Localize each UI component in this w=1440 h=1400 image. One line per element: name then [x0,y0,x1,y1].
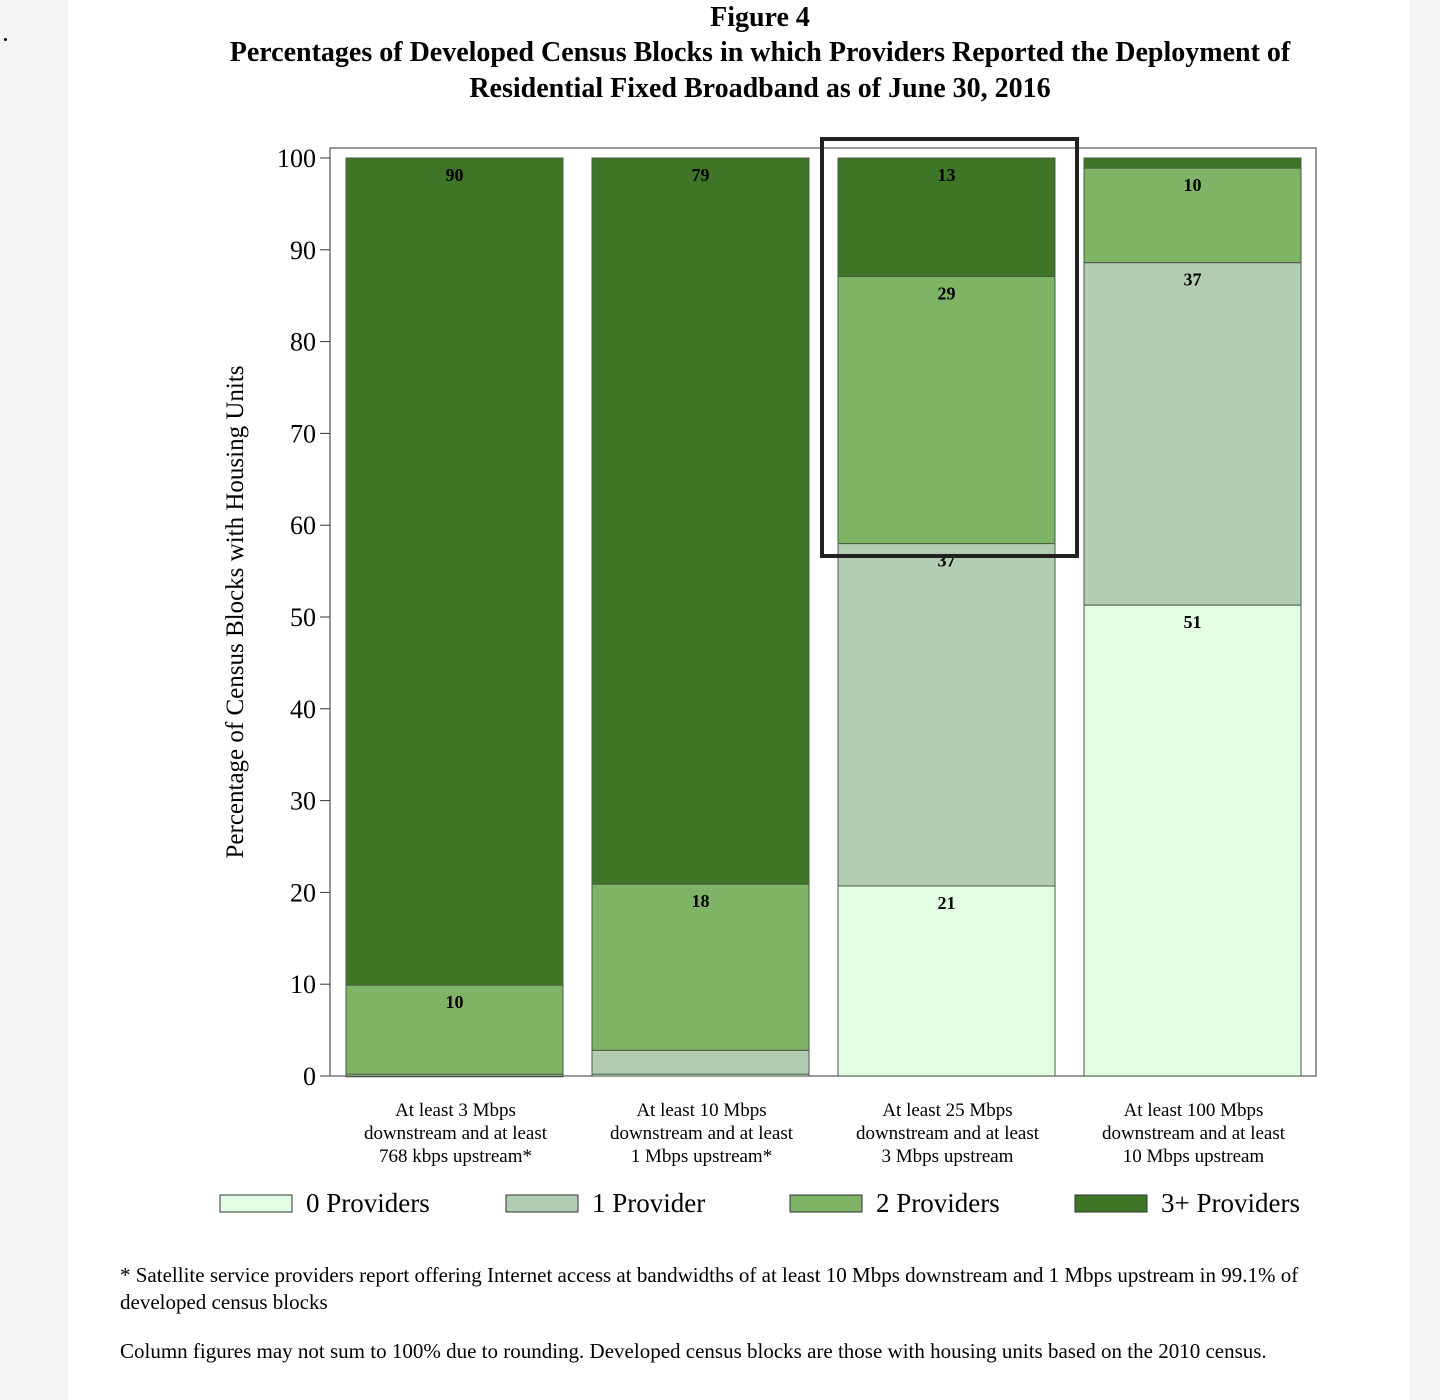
y-tick-label: 100 [277,144,316,173]
legend-swatch [505,1194,579,1213]
legend-label: 3+ Providers [1161,1188,1300,1218]
x-category-label: At least 25 Mbps [882,1100,1012,1121]
y-tick-label: 30 [290,787,316,816]
highlight-box [820,137,1079,558]
bar-segment-0-providers [837,885,1056,1077]
bar-segment-1-provider [591,1049,810,1075]
data-label: 90 [446,165,464,185]
data-label: 21 [938,893,956,913]
x-category-label: At least 3 Mbps [395,1100,516,1121]
y-tick-label: 50 [290,603,316,632]
bar-segment-2-providers [837,275,1056,545]
stray-dot [4,38,7,41]
legend-label: 0 Providers [306,1188,430,1218]
chart-title-line-2: Residential Fixed Broadband as of June 3… [469,73,1051,104]
x-category-label: 3 Mbps upstream [882,1146,1014,1167]
legend-swatch [1074,1194,1148,1213]
bar-segment-3-providers [1083,157,1302,169]
bar-segment-1-provider [1083,262,1302,606]
y-tick-label: 10 [290,970,316,999]
bar-segment-3-providers [837,157,1056,277]
y-tick-label: 70 [290,419,316,448]
x-category-label: 768 kbps upstream* [379,1146,532,1167]
y-tick-label: 40 [290,695,316,724]
page-margin-right [1410,0,1440,1400]
stacked-bar-chart: 0 10 20 30 40 50 60 70 80 90 100 Percentage of Cens… [219,137,1317,1218]
bar-segment-2-providers [345,984,564,1075]
data-label: 10 [446,992,464,1012]
data-label: 37 [1184,270,1202,290]
bar-segment-3-providers [591,157,810,885]
x-category-label: downstream and at least [364,1123,548,1144]
bar-segment-2-providers [591,883,810,1051]
legend-swatch [219,1194,293,1213]
x-category-label: At least 10 Mbps [636,1100,766,1121]
legend-label: 1 Provider [592,1188,705,1218]
x-category-label: At least 100 Mbps [1124,1100,1264,1121]
data-label: 37 [938,551,956,571]
y-axis-label: Percentage of Census Blocks with Housing… [222,365,249,858]
y-tick-label: 20 [290,878,316,907]
data-label: 29 [938,283,956,303]
y-tick-label: 80 [290,328,316,357]
bar-segment-3-providers [345,157,564,986]
data-label: 13 [938,165,956,185]
data-label: 51 [1184,612,1202,632]
bar-segment-2-providers [1083,167,1302,264]
legend-label: 2 Providers [876,1188,1000,1218]
x-category-label: 10 Mbps upstream [1123,1146,1265,1167]
y-tick-label: 90 [290,236,316,265]
data-label: 10 [1184,175,1202,195]
legend-swatch [789,1194,863,1213]
y-tick-label: 60 [290,511,316,540]
data-label: 79 [692,165,710,185]
figure-label: Figure 4 [710,2,810,33]
x-category-label: downstream and at least [610,1123,794,1144]
bar-segment-0-providers [1083,604,1302,1077]
x-category-label: 1 Mbps upstream* [631,1146,772,1167]
y-tick-label: 0 [303,1062,316,1091]
bar-segment-1-provider [837,543,1056,887]
footnote-rounding: Column figures may not sum to 100% due t… [120,1339,1267,1363]
footnote-satellite: * Satellite service providers report off… [120,1263,1299,1314]
x-category-label: downstream and at least [1102,1123,1286,1144]
data-label: 18 [692,891,710,911]
chart-title-line-1: Percentages of Developed Census Blocks i… [229,37,1291,68]
x-category-label: downstream and at least [856,1123,1040,1144]
page-margin-left [0,0,68,1400]
